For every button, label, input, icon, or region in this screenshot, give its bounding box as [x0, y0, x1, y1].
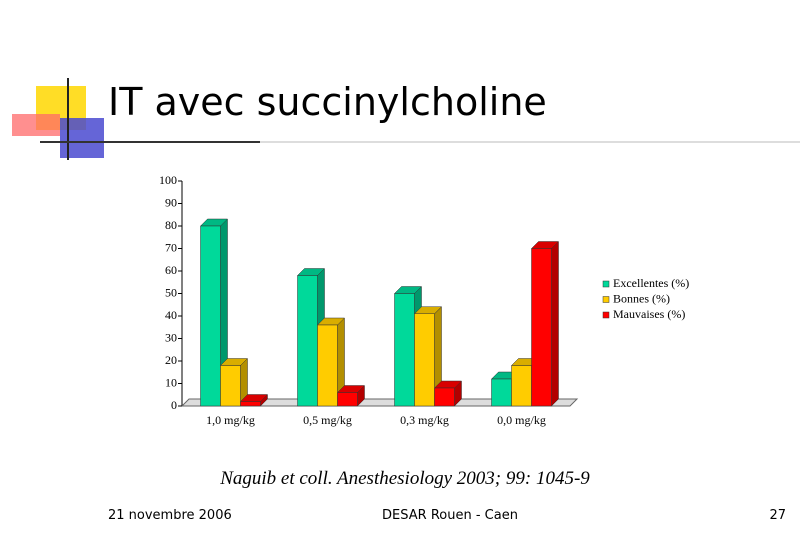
- y-tick-label: 40: [165, 308, 177, 322]
- y-tick-label: 90: [165, 195, 177, 209]
- y-tick-label: 60: [165, 263, 177, 277]
- bar-side: [551, 240, 559, 407]
- deco-square: [12, 114, 60, 136]
- y-tick-label: 70: [165, 240, 177, 254]
- bar: [491, 378, 512, 407]
- x-tick-label: 0,0 mg/kg: [497, 413, 546, 427]
- legend-swatch: [602, 296, 610, 303]
- bar: [394, 293, 415, 407]
- bar: [434, 387, 455, 407]
- bar: [531, 248, 552, 407]
- y-tick-label: 30: [165, 330, 177, 344]
- legend-swatch: [602, 280, 610, 288]
- bar: [414, 313, 435, 407]
- y-tick-label: 20: [165, 353, 177, 367]
- bar: [511, 365, 532, 407]
- footer-date: 21 novembre 2006: [108, 508, 232, 523]
- x-tick-label: 1,0 mg/kg: [206, 413, 255, 427]
- x-tick-label: 0,5 mg/kg: [303, 413, 352, 427]
- y-tick-label: 10: [165, 375, 177, 389]
- footer-center: DESAR Rouen - Caen: [382, 508, 518, 523]
- bar: [220, 365, 241, 407]
- citation: Naguib et coll. Anesthesiology 2003; 99:…: [220, 468, 590, 489]
- legend-label: Excellentes (%): [613, 276, 689, 290]
- slide-title: IT avec succinylcholine: [108, 80, 547, 124]
- legend-label: Mauvaises (%): [613, 307, 685, 321]
- bar: [317, 324, 338, 407]
- x-tick-label: 0,3 mg/kg: [400, 413, 449, 427]
- legend-swatch: [602, 311, 610, 319]
- y-tick-label: 0: [171, 398, 177, 412]
- y-tick-label: 100: [159, 173, 177, 187]
- bar: [337, 392, 358, 407]
- legend-label: Bonnes (%): [613, 291, 670, 305]
- y-tick-label: 50: [165, 285, 177, 299]
- y-tick-label: 80: [165, 218, 177, 232]
- footer-page: 27: [769, 508, 786, 523]
- bar: [297, 275, 318, 407]
- bar: [240, 401, 261, 407]
- bar: [200, 225, 221, 407]
